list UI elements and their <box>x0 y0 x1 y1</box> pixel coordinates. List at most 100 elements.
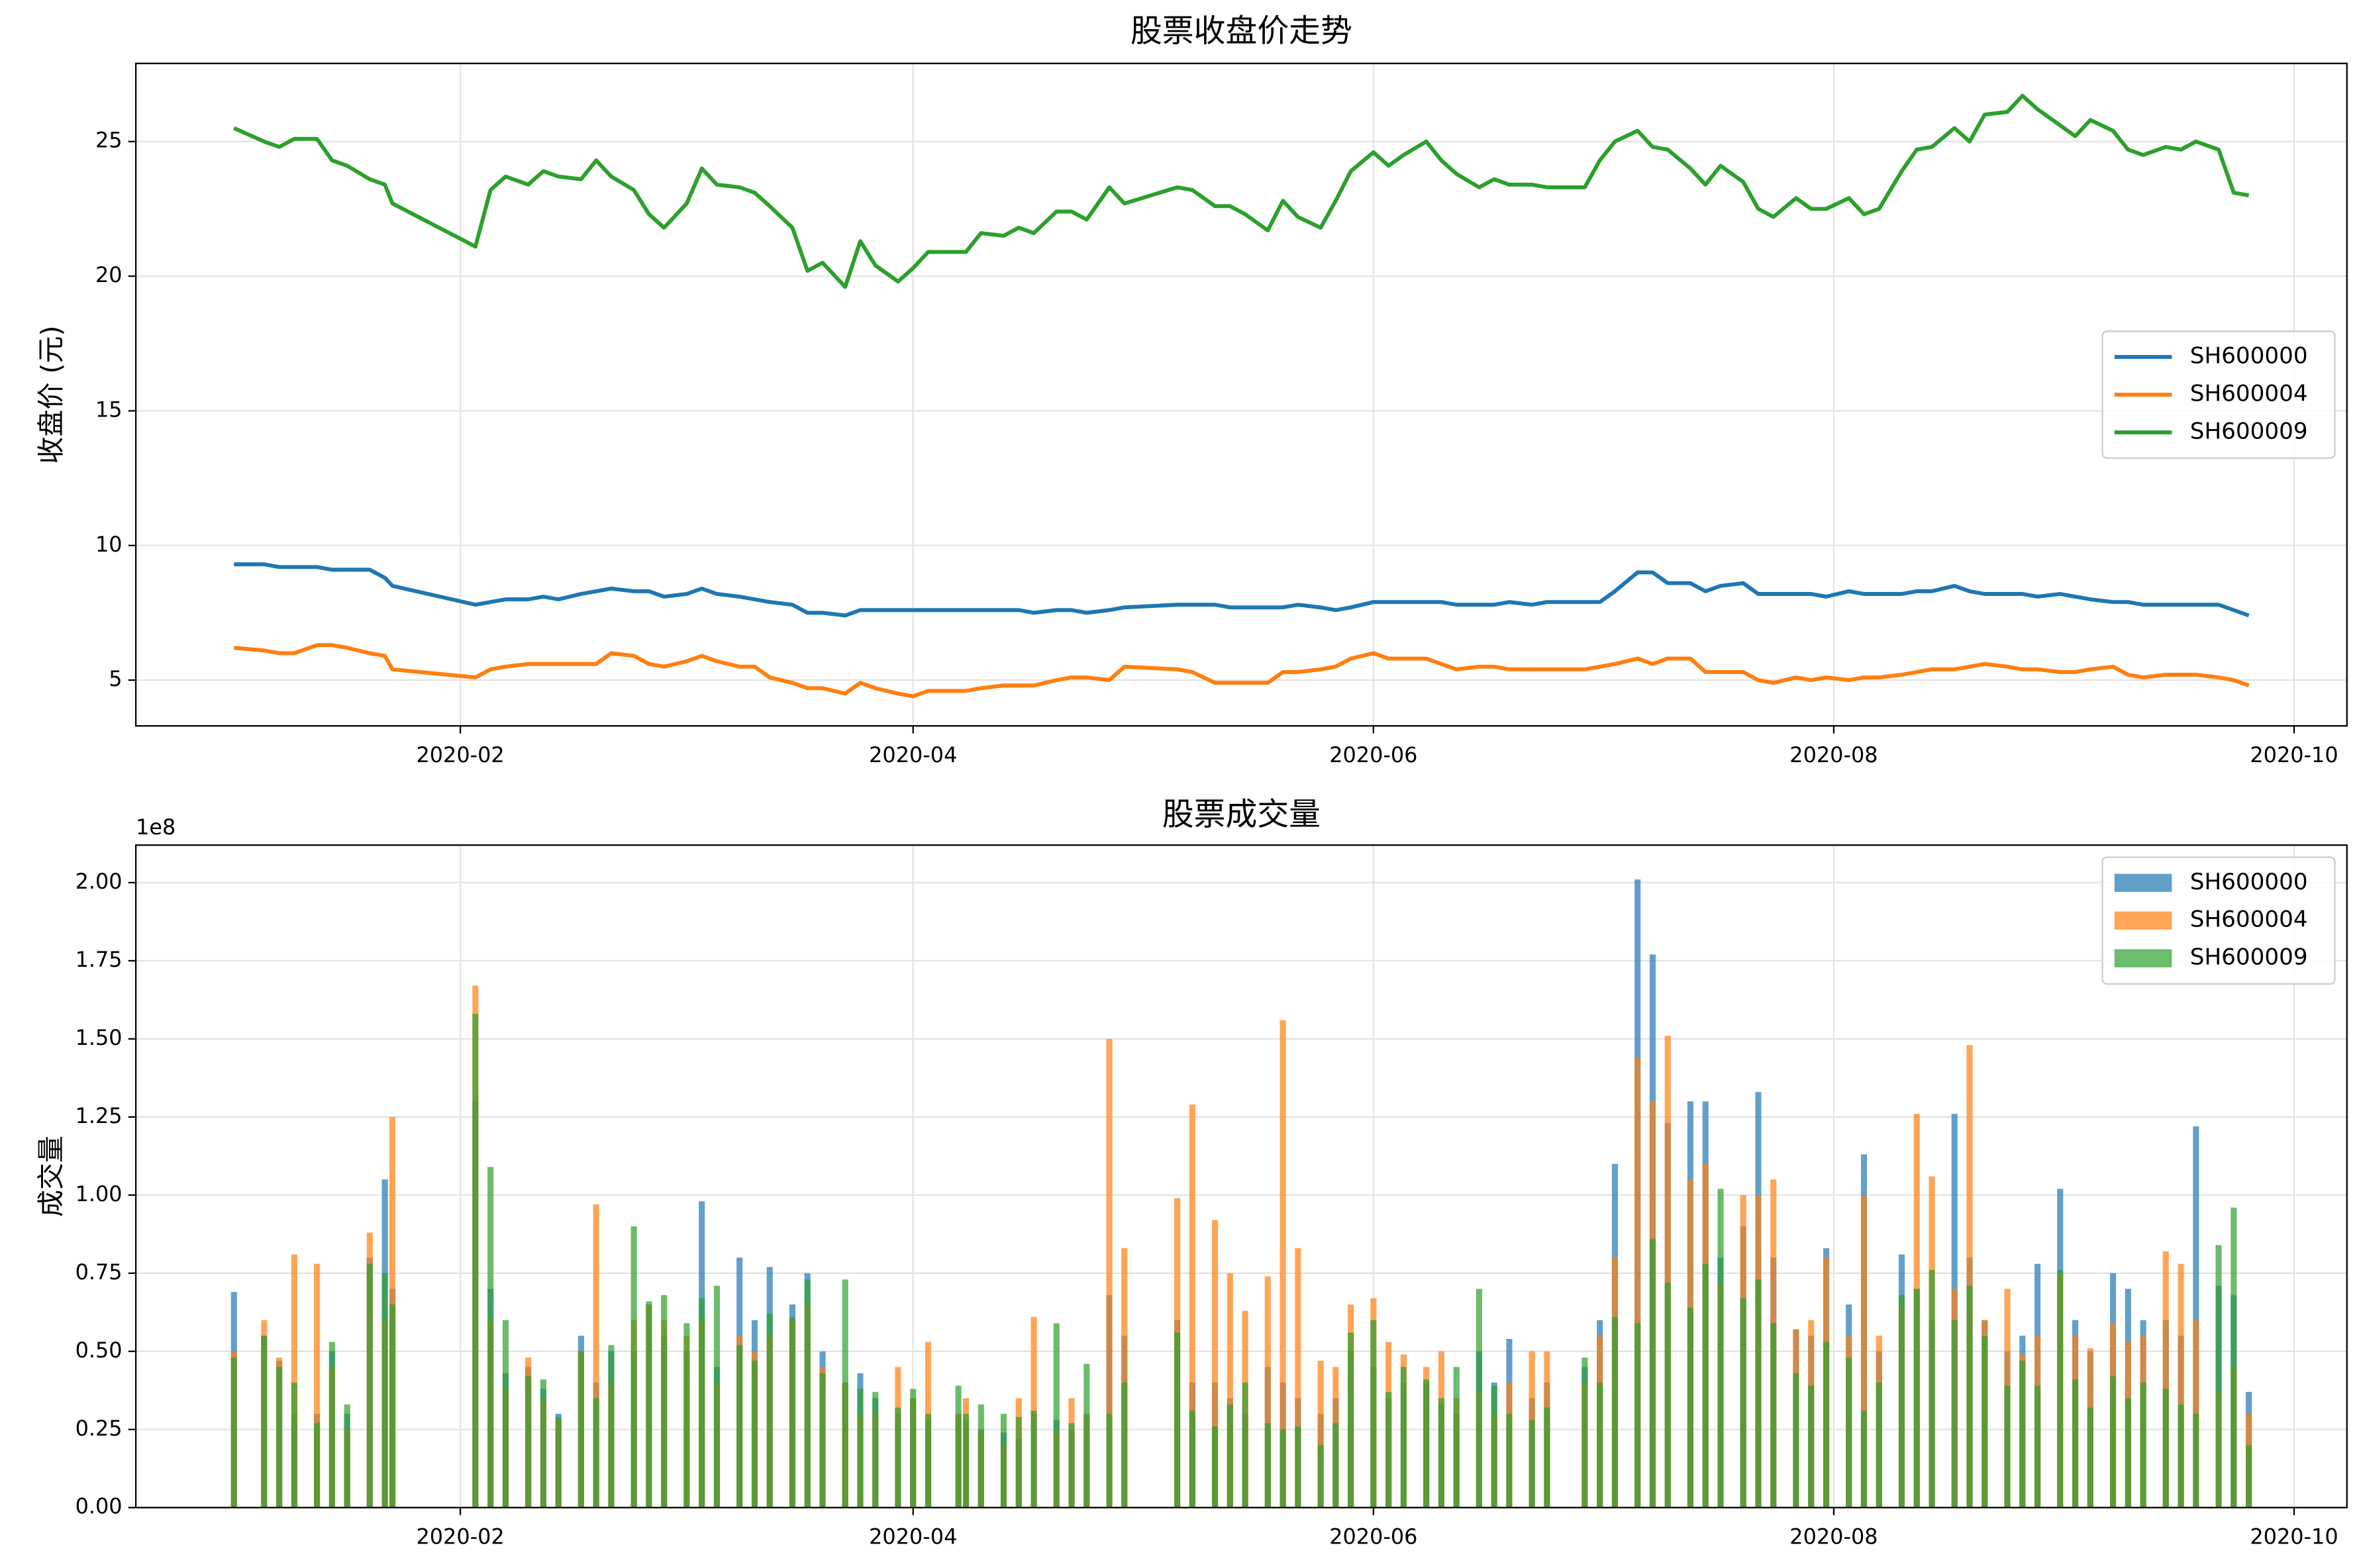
volume-bar <box>230 1357 237 1508</box>
subplot: 2020-02 2020-04 2020-06 2020-08 2020-10 0.00 0… <box>35 797 2348 1549</box>
x-tick-label: 2020-02 <box>416 742 504 767</box>
volume-bar <box>1529 1420 1535 1508</box>
volume-bar <box>1846 1357 1852 1508</box>
price-line <box>234 562 2250 618</box>
volume-bar <box>502 1320 509 1508</box>
y-tick-label: 0.00 <box>75 1494 123 1519</box>
volume-bar <box>2004 1385 2011 1508</box>
volume-bar <box>1966 1285 1973 1508</box>
volume-bar <box>1453 1367 1460 1508</box>
volume-bar <box>1506 1414 1513 1508</box>
volume-bar <box>1121 1248 1128 1508</box>
volume-bar <box>1295 1248 1301 1508</box>
volume-bar <box>1664 1036 1671 1508</box>
volume-bar <box>593 1398 599 1508</box>
volume-bar <box>630 1226 637 1508</box>
legend-swatch <box>2114 873 2172 892</box>
volume-bar <box>955 1385 962 1508</box>
volume-bar <box>1385 1392 1392 1508</box>
volume-bar <box>646 1301 652 1508</box>
volume-bar <box>1898 1295 1905 1508</box>
volume-bar <box>2140 1382 2146 1508</box>
y-tick-label: 2.00 <box>75 869 123 894</box>
legend: SH600000 SH600004 SH600009 <box>2101 330 2336 459</box>
volume-bar <box>1808 1385 1815 1508</box>
volume-bar <box>857 1389 864 1508</box>
y-tick-label: 20 <box>95 262 123 287</box>
volume-bar <box>1317 1445 1324 1508</box>
volume-bar <box>344 1404 350 1508</box>
volume-bar <box>1823 1342 1830 1508</box>
volume-bar <box>1649 1238 1656 1508</box>
y-tick-label: 0.50 <box>75 1338 123 1363</box>
volume-bar <box>895 1407 901 1508</box>
volume-bar <box>314 1423 321 1508</box>
volume-bar <box>1717 1189 1724 1508</box>
volume-bar <box>276 1367 283 1508</box>
volume-bar <box>366 1263 373 1508</box>
volume-bar <box>1189 1104 1195 1508</box>
legend-label: SH600004 <box>2190 381 2308 407</box>
volume-bar <box>1211 1220 1219 1508</box>
legend-swatch <box>2114 949 2172 967</box>
legend-label: SH600009 <box>2190 944 2308 971</box>
x-tick-label: 2020-06 <box>1329 742 1417 767</box>
volume-bar <box>2178 1263 2184 1508</box>
x-tick-label: 2020-04 <box>869 742 957 767</box>
y-tick-label: 1.00 <box>75 1181 123 1206</box>
volume-bar <box>1106 1414 1113 1508</box>
volume-bar <box>819 1373 826 1508</box>
volume-bar <box>1370 1320 1377 1508</box>
volume-bar <box>472 1014 479 1508</box>
volume-bar <box>1581 1357 1588 1508</box>
volume-bar <box>1015 1416 1022 1508</box>
volume-bar <box>1860 1410 1868 1508</box>
y-axis-label: 收盘价 (元) <box>35 325 67 464</box>
legend-swatch <box>2114 911 2172 930</box>
volume-bar <box>736 1345 743 1508</box>
volume-bar <box>1030 1410 1037 1508</box>
subplot: 2020-02 2020-04 2020-06 2020-08 2020-10 5 10 15… <box>35 13 2348 767</box>
volume-bar <box>487 1167 494 1508</box>
volume-bar <box>1348 1332 1354 1508</box>
y-tick-label: 10 <box>95 532 123 557</box>
volume-bar <box>978 1404 984 1508</box>
volume-bar <box>1227 1273 1233 1508</box>
volume-bar <box>2193 1320 2199 1508</box>
volume-bar <box>291 1254 297 1508</box>
volume-bar <box>1664 1282 1671 1508</box>
y-tick-label: 5 <box>109 666 122 691</box>
volume-bar <box>1332 1423 1339 1508</box>
volume-bar <box>2215 1245 2222 1508</box>
volume-bar <box>804 1279 811 1508</box>
volume-bar <box>2109 1376 2117 1508</box>
volume-bar <box>2193 1414 2199 1508</box>
volume-bar <box>2087 1407 2093 1508</box>
volume-bar <box>1876 1382 1882 1508</box>
volume-bar <box>540 1379 546 1508</box>
x-tick-label: 2020-10 <box>2250 742 2338 767</box>
volume-bar <box>1611 1316 1619 1508</box>
volume-bar <box>1400 1367 1407 1508</box>
volume-bar <box>2162 1389 2169 1508</box>
volume-bar <box>1423 1379 1430 1508</box>
volume-bar <box>1083 1363 1090 1508</box>
volume-bar <box>1174 1332 1181 1508</box>
volume-bar <box>1687 1307 1693 1508</box>
legend-label: SH600004 <box>2190 906 2308 933</box>
y-tick-label: 15 <box>95 397 123 422</box>
volume-bar <box>925 1414 932 1508</box>
volume-bar <box>1121 1382 1128 1508</box>
y-offset-label: 1e8 <box>136 814 176 840</box>
volume-bar <box>1544 1407 1550 1508</box>
legend: SH600000 SH600004 SH600009 <box>2101 856 2336 985</box>
volume-bar <box>525 1376 532 1508</box>
volume-bar <box>1211 1426 1219 1508</box>
volume-bar <box>1929 1270 1935 1508</box>
y-tick-label: 0.25 <box>75 1416 123 1441</box>
price-line <box>233 643 2250 699</box>
volume-bar <box>389 1304 396 1508</box>
price-line <box>233 93 2250 289</box>
volume-bar <box>1280 1429 1286 1508</box>
volume-bar <box>381 1273 388 1508</box>
